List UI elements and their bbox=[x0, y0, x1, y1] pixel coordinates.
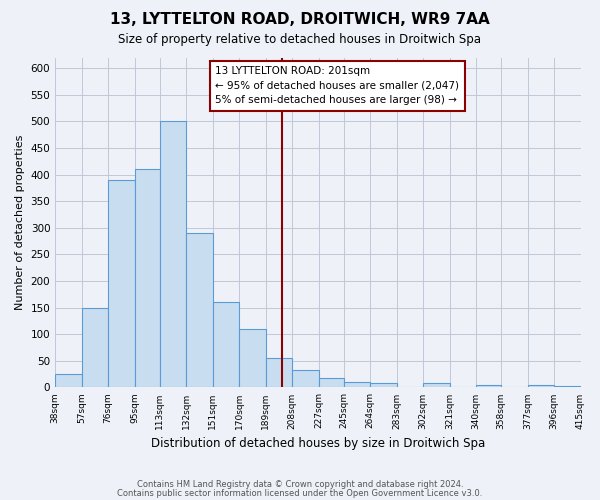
Text: Contains public sector information licensed under the Open Government Licence v3: Contains public sector information licen… bbox=[118, 488, 482, 498]
Bar bbox=[319, 378, 344, 388]
Bar bbox=[476, 385, 501, 388]
Bar bbox=[82, 308, 108, 388]
Text: Size of property relative to detached houses in Droitwich Spa: Size of property relative to detached ho… bbox=[119, 32, 482, 46]
Bar bbox=[186, 233, 212, 388]
Bar bbox=[212, 302, 239, 388]
Text: 13 LYTTELTON ROAD: 201sqm
← 95% of detached houses are smaller (2,047)
5% of sem: 13 LYTTELTON ROAD: 201sqm ← 95% of detac… bbox=[215, 66, 460, 106]
Bar bbox=[160, 122, 186, 388]
Bar bbox=[554, 386, 581, 388]
Bar bbox=[344, 382, 370, 388]
Y-axis label: Number of detached properties: Number of detached properties bbox=[15, 135, 25, 310]
Bar bbox=[292, 370, 319, 388]
Bar bbox=[527, 385, 554, 388]
Bar bbox=[423, 383, 449, 388]
Bar bbox=[55, 374, 82, 388]
Bar bbox=[239, 329, 266, 388]
X-axis label: Distribution of detached houses by size in Droitwich Spa: Distribution of detached houses by size … bbox=[151, 437, 485, 450]
Text: Contains HM Land Registry data © Crown copyright and database right 2024.: Contains HM Land Registry data © Crown c… bbox=[137, 480, 463, 489]
Bar bbox=[108, 180, 134, 388]
Bar bbox=[134, 170, 160, 388]
Text: 13, LYTTELTON ROAD, DROITWICH, WR9 7AA: 13, LYTTELTON ROAD, DROITWICH, WR9 7AA bbox=[110, 12, 490, 28]
Bar bbox=[370, 383, 397, 388]
Bar bbox=[266, 358, 292, 388]
